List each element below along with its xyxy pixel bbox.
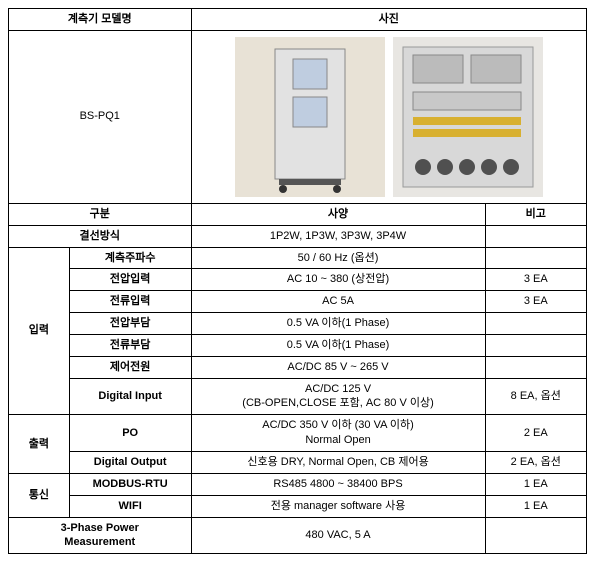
wiring-label: 결선방식 [9,225,192,247]
table-row: 3-Phase Power Measurement 480 VAC, 5 A [9,517,587,554]
ctrl-pwr-remark [485,356,586,378]
digital-in-spec: AC/DC 125 V (CB-OPEN,CLOSE 포함, AC 80 V 이… [191,378,485,415]
po-remark: 2 EA [485,415,586,452]
digital-out-label: Digital Output [69,451,191,473]
remark-header: 비고 [485,203,586,225]
po-label: PO [69,415,191,452]
photo-cell [191,30,587,203]
product-exterior-image [235,37,385,197]
wiring-spec: 1P2W, 1P3W, 3P3W, 3P4W [191,225,485,247]
volt-burden-label: 전압부담 [69,313,191,335]
spec-header: 사양 [191,203,485,225]
table-row: BS-PQ1 [9,30,587,203]
output-group-label: 출력 [9,415,70,474]
freq-remark [485,247,586,269]
table-row: 입력 계측주파수 50 / 60 Hz (옵션) [9,247,587,269]
photo-wrap [198,37,581,197]
model-name-value: BS-PQ1 [9,30,192,203]
volt-in-label: 전압입력 [69,269,191,291]
digital-in-spec-l1: AC/DC 125 V [305,383,371,395]
table-row: 통신 MODBUS-RTU RS485 4800 ~ 38400 BPS 1 E… [9,473,587,495]
curr-burden-spec: 0.5 VA 이하(1 Phase) [191,334,485,356]
table-row: 제어전원 AC/DC 85 V ~ 265 V [9,356,587,378]
modbus-spec: RS485 4800 ~ 38400 BPS [191,473,485,495]
wifi-spec: 전용 manager software 사용 [191,495,485,517]
table-row: 전압부담 0.5 VA 이하(1 Phase) [9,313,587,335]
three-phase-label-l2: Measurement [64,536,135,548]
volt-burden-remark [485,313,586,335]
modbus-remark: 1 EA [485,473,586,495]
digital-in-label: Digital Input [69,378,191,415]
table-row: 결선방식 1P2W, 1P3W, 3P3W, 3P4W [9,225,587,247]
table-row: 구분 사양 비고 [9,203,587,225]
table-row: Digital Output 신호용 DRY, Normal Open, CB … [9,451,587,473]
three-phase-spec: 480 VAC, 5 A [191,517,485,554]
table-row: 전압입력 AC 10 ~ 380 (상전압) 3 EA [9,269,587,291]
modbus-label: MODBUS-RTU [69,473,191,495]
table-row: 전류입력 AC 5A 3 EA [9,291,587,313]
freq-spec: 50 / 60 Hz (옵션) [191,247,485,269]
comm-group-label: 통신 [9,473,70,517]
table-row: WIFI 전용 manager software 사용 1 EA [9,495,587,517]
po-spec-l2: Normal Open [305,434,370,446]
table-row: 전류부담 0.5 VA 이하(1 Phase) [9,334,587,356]
curr-burden-remark [485,334,586,356]
digital-out-spec: 신호용 DRY, Normal Open, CB 제어용 [191,451,485,473]
spec-table: 계측기 모델명 사진 BS-PQ1 [8,8,587,554]
digital-in-remark: 8 EA, 옵션 [485,378,586,415]
wifi-label: WIFI [69,495,191,517]
po-spec-l1: AC/DC 350 V 이하 (30 VA 이하) [262,419,414,431]
product-interior-image [393,37,543,197]
wifi-remark: 1 EA [485,495,586,517]
curr-in-label: 전류입력 [69,291,191,313]
category-header: 구분 [9,203,192,225]
model-name-header: 계측기 모델명 [9,9,192,31]
input-group-label: 입력 [9,247,70,415]
ctrl-pwr-spec: AC/DC 85 V ~ 265 V [191,356,485,378]
ctrl-pwr-label: 제어전원 [69,356,191,378]
volt-in-remark: 3 EA [485,269,586,291]
curr-in-remark: 3 EA [485,291,586,313]
volt-in-spec: AC 10 ~ 380 (상전압) [191,269,485,291]
table-row: 출력 PO AC/DC 350 V 이하 (30 VA 이하) Normal O… [9,415,587,452]
three-phase-remark [485,517,586,554]
curr-burden-label: 전류부담 [69,334,191,356]
photo-header: 사진 [191,9,587,31]
three-phase-label-l1: 3-Phase Power [61,522,139,534]
wiring-remark [485,225,586,247]
table-row: Digital Input AC/DC 125 V (CB-OPEN,CLOSE… [9,378,587,415]
three-phase-label: 3-Phase Power Measurement [9,517,192,554]
volt-burden-spec: 0.5 VA 이하(1 Phase) [191,313,485,335]
curr-in-spec: AC 5A [191,291,485,313]
digital-out-remark: 2 EA, 옵션 [485,451,586,473]
digital-in-spec-l2: (CB-OPEN,CLOSE 포함, AC 80 V 이상) [242,397,433,409]
table-row: 계측기 모델명 사진 [9,9,587,31]
freq-label: 계측주파수 [69,247,191,269]
po-spec: AC/DC 350 V 이하 (30 VA 이하) Normal Open [191,415,485,452]
